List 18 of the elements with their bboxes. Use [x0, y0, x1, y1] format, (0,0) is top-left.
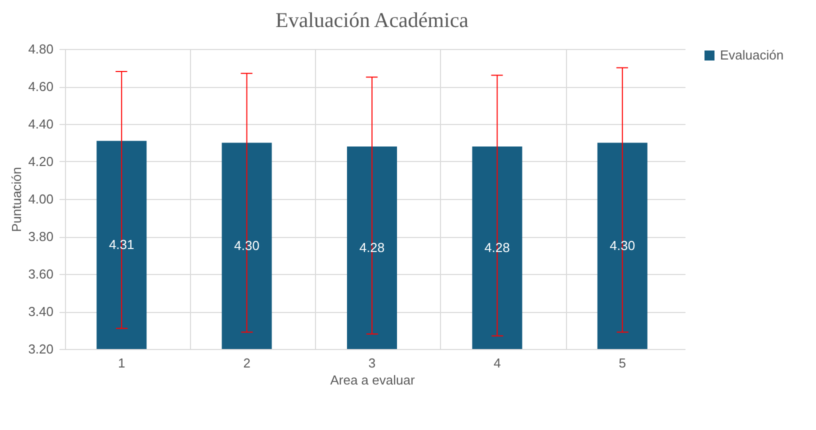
y-tick-label: 3.20	[28, 342, 54, 356]
y-tick-label: 4.80	[28, 42, 54, 56]
x-tick-label: 1	[118, 356, 126, 370]
x-tick-label: 3	[368, 356, 376, 370]
chart-title: Evaluación Académica	[276, 8, 470, 32]
x-axis-title: Area a evaluar	[330, 372, 416, 388]
y-tick-label: 4.20	[28, 154, 54, 169]
x-tick-label: 4	[494, 356, 501, 370]
x-tick-label: 5	[618, 356, 626, 370]
x-tick-label: 2	[243, 356, 250, 370]
y-tick-label: 4.60	[28, 79, 54, 94]
legend-label: Evaluación	[720, 48, 784, 62]
y-tick-label: 4.40	[28, 116, 54, 132]
y-tick-label: 3.60	[28, 266, 54, 282]
y-tick-label: 3.80	[28, 229, 54, 244]
y-axis-title: Puntuación	[9, 166, 24, 232]
y-tick-label: 4.00	[28, 192, 54, 206]
y-tick-label: 3.40	[28, 304, 54, 319]
